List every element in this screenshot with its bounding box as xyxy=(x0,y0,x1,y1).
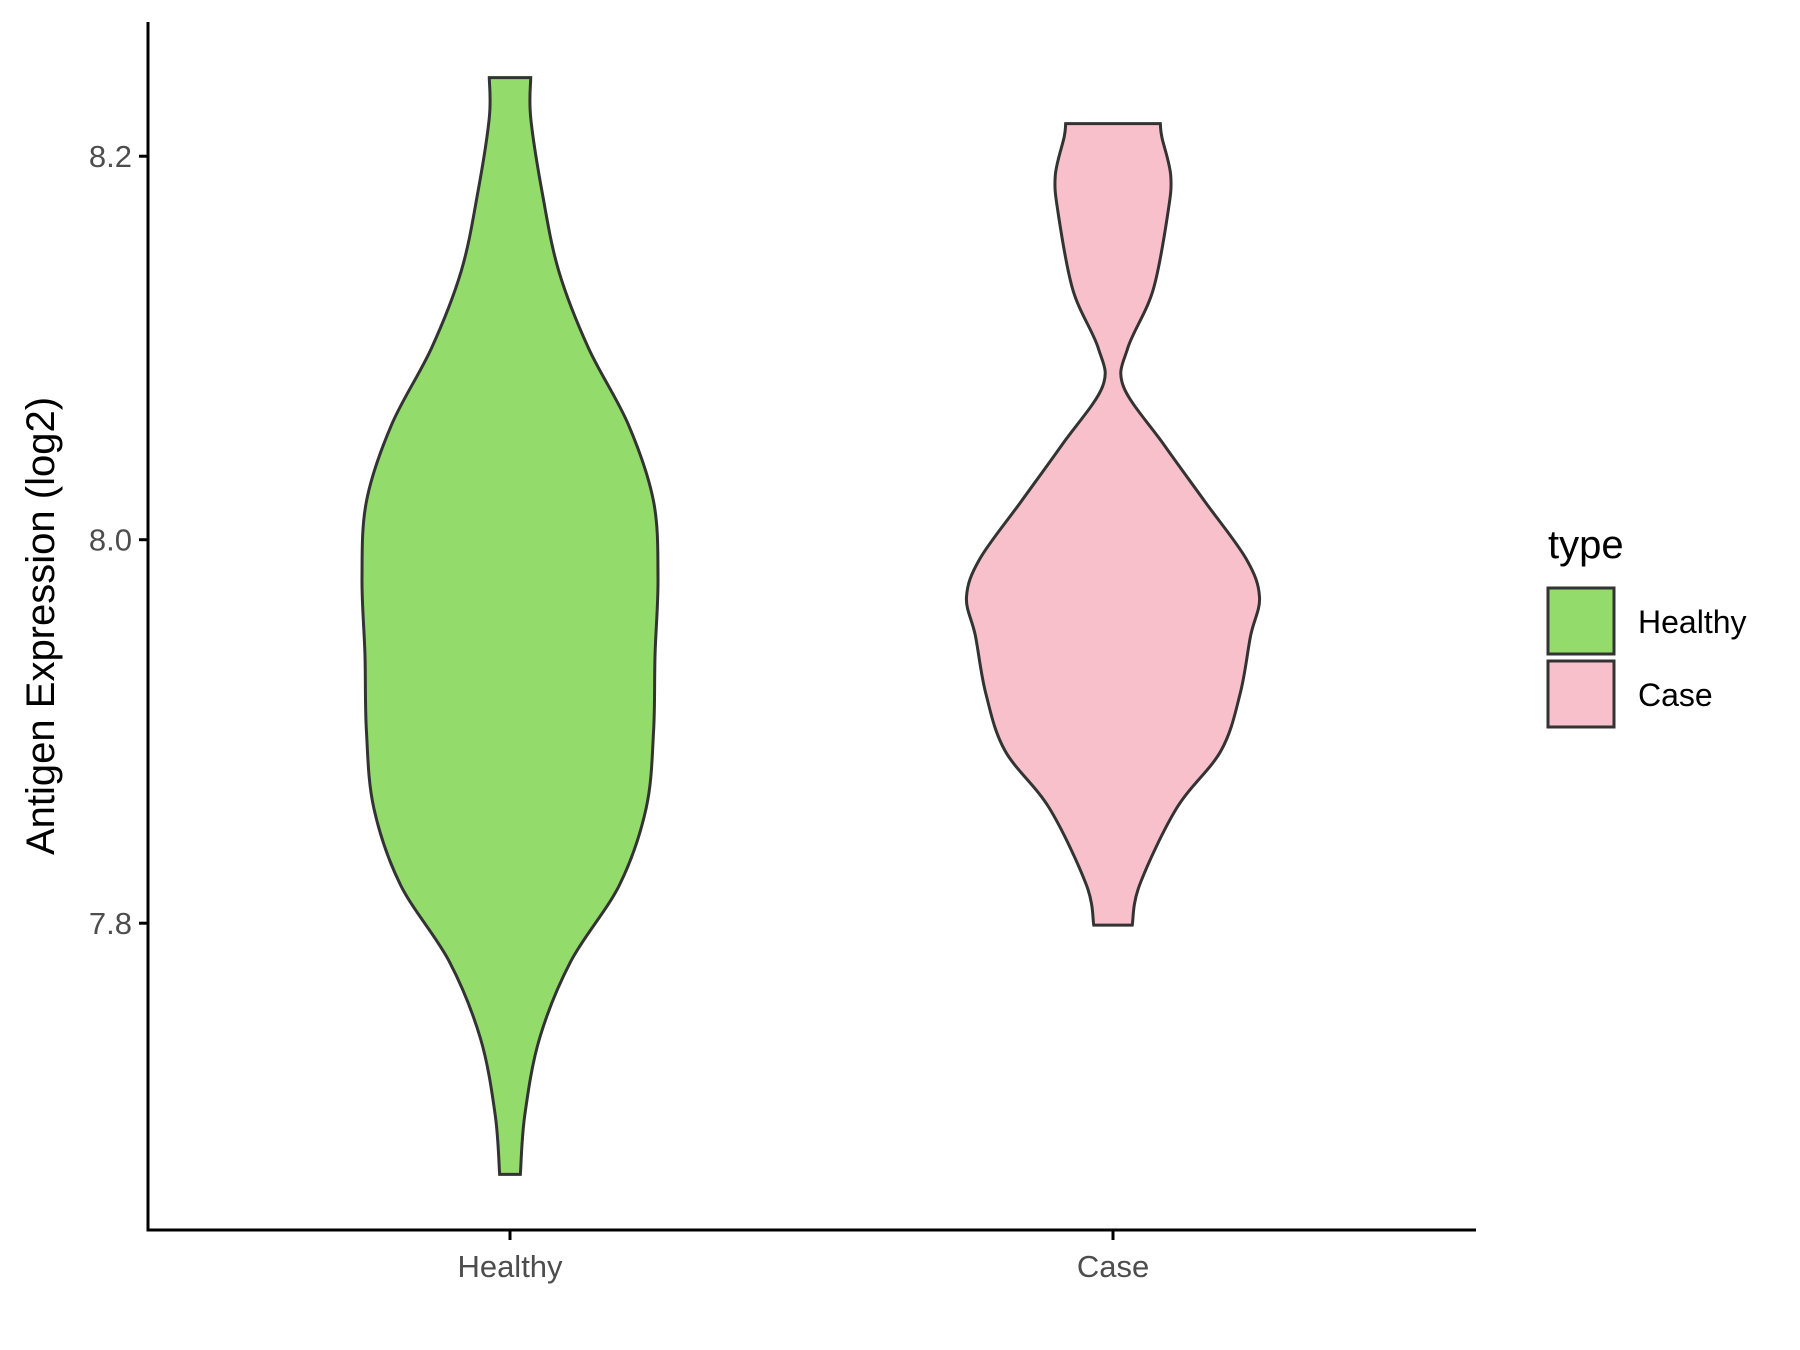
x-tick-label: Healthy xyxy=(457,1249,563,1284)
legend-key-case xyxy=(1546,659,1616,729)
legend-label-case: Case xyxy=(1638,677,1713,713)
violin-layer xyxy=(360,76,1262,1176)
y-tick-label: 8.0 xyxy=(89,523,132,558)
violin-case xyxy=(964,122,1262,927)
legend-label-healthy: Healthy xyxy=(1638,604,1747,640)
violin-healthy xyxy=(360,76,660,1176)
y-tick-label: 8.2 xyxy=(89,139,132,174)
x-axis-ticks: Healthy Case xyxy=(457,1230,1149,1284)
legend: Healthy Case xyxy=(1546,586,1747,729)
legend-title: type xyxy=(1548,523,1624,567)
y-axis-ticks: 7.8 8.0 8.2 xyxy=(89,139,148,941)
legend-key-healthy xyxy=(1546,586,1616,656)
y-tick-label: 7.8 xyxy=(89,906,132,941)
x-tick-label: Case xyxy=(1077,1249,1149,1284)
y-axis-title: Antigen Expression (log2) xyxy=(19,397,63,855)
